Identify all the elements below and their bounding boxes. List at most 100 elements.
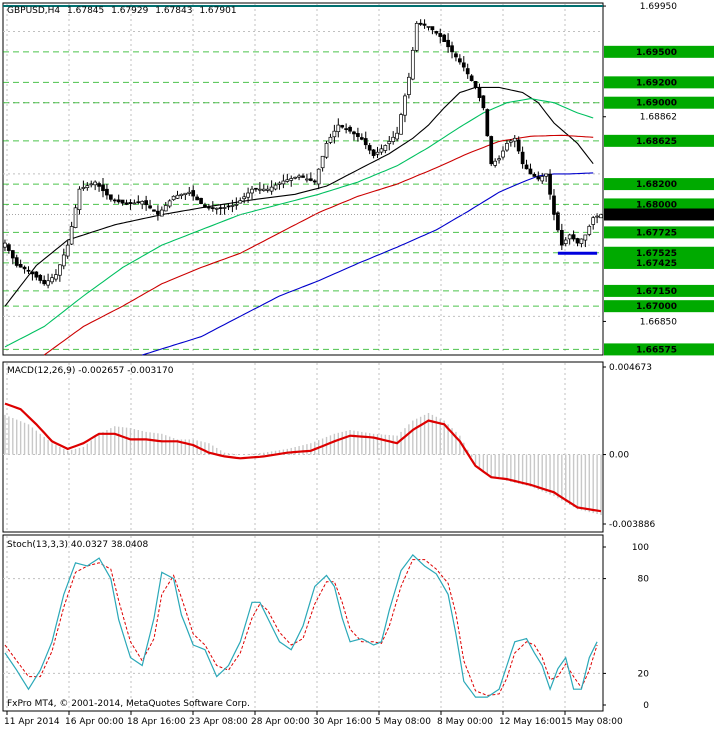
candle-body bbox=[418, 22, 423, 25]
candle-body bbox=[328, 136, 333, 143]
candle-body bbox=[203, 204, 207, 208]
candle-body bbox=[42, 279, 47, 285]
macd-pane: 0.004673 0.00 -0.003886 MACD(12,26,9) -0.0… bbox=[2, 361, 655, 533]
time-label: 30 Apr 16:00 bbox=[313, 717, 372, 727]
candle-body bbox=[324, 143, 329, 158]
candle-body bbox=[563, 239, 568, 244]
candles bbox=[3, 19, 603, 289]
moving-average-line bbox=[4, 86, 594, 307]
candle-body bbox=[61, 254, 66, 267]
macd-pane-frame bbox=[2, 361, 604, 533]
candle-body bbox=[69, 226, 74, 245]
candle-body bbox=[379, 148, 384, 153]
candle-body bbox=[195, 196, 199, 201]
level-price-box bbox=[604, 198, 714, 211]
moving-average-line bbox=[4, 98, 594, 348]
candle-body bbox=[269, 186, 274, 192]
candle-body bbox=[258, 188, 262, 191]
candle-body bbox=[242, 196, 247, 200]
candle-body bbox=[359, 137, 364, 140]
candle-body bbox=[175, 194, 180, 199]
candle-body bbox=[316, 168, 321, 185]
candle-body bbox=[312, 180, 317, 183]
candle-body bbox=[226, 205, 231, 208]
low-value: 1.67843 bbox=[155, 6, 192, 16]
macd-tick-label: 0.004673 bbox=[609, 363, 652, 373]
price-pane-header: GBPUSD,H4 1.67845 1.67929 1.67843 1.6790… bbox=[7, 6, 237, 16]
candle-body bbox=[108, 194, 113, 200]
moving-average-line bbox=[142, 172, 594, 356]
candle-body bbox=[454, 53, 458, 58]
candle-body bbox=[3, 242, 7, 248]
candle-body bbox=[512, 137, 517, 142]
price-pane: 1.69950 1.68862 1.66850 1.69500 1.69200 1.690… bbox=[2, 2, 714, 356]
candle-body bbox=[387, 141, 392, 145]
candle-body bbox=[148, 205, 152, 209]
candle-body bbox=[524, 164, 529, 170]
candle-body bbox=[340, 125, 345, 128]
candle-body bbox=[265, 188, 270, 191]
candle-body bbox=[289, 178, 294, 181]
candle-body bbox=[77, 188, 82, 211]
level-price-box bbox=[604, 178, 714, 191]
candle-body bbox=[89, 183, 94, 186]
candle-body bbox=[297, 175, 301, 178]
level-price-box bbox=[604, 284, 714, 297]
level-price-label: 1.67150 bbox=[636, 287, 677, 297]
candle-body bbox=[367, 145, 372, 151]
candle-body bbox=[544, 173, 548, 177]
candle-body bbox=[191, 190, 196, 197]
candle-body bbox=[450, 45, 454, 53]
level-price-box bbox=[604, 96, 714, 109]
stoch-k-line bbox=[4, 553, 598, 698]
candle-body bbox=[81, 187, 86, 189]
current-price-box bbox=[604, 208, 714, 221]
candle-body bbox=[22, 266, 27, 270]
candle-body bbox=[167, 200, 172, 207]
candle-body bbox=[156, 210, 160, 215]
stoch-tick-label: 0 bbox=[643, 701, 649, 711]
candle-body bbox=[163, 205, 168, 212]
level-price-label: 1.69000 bbox=[636, 99, 677, 109]
candle-body bbox=[356, 133, 360, 137]
candle-body bbox=[159, 209, 164, 217]
high-value: 1.67929 bbox=[111, 6, 148, 16]
candle-body bbox=[446, 39, 450, 48]
candle-body bbox=[14, 257, 19, 266]
moving-averages bbox=[4, 86, 594, 356]
time-axis: 11 Apr 2014 16 Apr 00:00 18 Apr 16:00 23 Ap… bbox=[3, 710, 623, 727]
candle-body bbox=[352, 131, 356, 135]
candle-body bbox=[183, 192, 188, 195]
candle-body bbox=[399, 114, 403, 135]
moving-average-line bbox=[43, 134, 594, 356]
copyright-text: FxPro MT4, © 2001-2014, MetaQuotes Softw… bbox=[7, 699, 250, 709]
candle-body bbox=[218, 207, 223, 209]
candle-body bbox=[50, 277, 54, 283]
macd-signal-path bbox=[4, 402, 602, 513]
time-label: 11 Apr 2014 bbox=[4, 717, 60, 727]
candle-body bbox=[528, 168, 533, 175]
candle-body bbox=[58, 264, 62, 276]
candle-body bbox=[501, 150, 505, 158]
level-price-box bbox=[604, 226, 714, 239]
candle-body bbox=[308, 178, 313, 181]
level-price-label: 1.67525 bbox=[636, 249, 677, 259]
candle-body bbox=[532, 173, 537, 177]
candle-body bbox=[246, 192, 250, 198]
price-axis: 1.69950 1.68862 1.66850 1.69500 1.69200 1.690… bbox=[3, 2, 714, 356]
stoch-lines bbox=[4, 553, 598, 698]
stoch-grid bbox=[3, 536, 603, 710]
candle-body bbox=[599, 214, 603, 219]
candle-body bbox=[210, 207, 215, 209]
candle-body bbox=[587, 225, 592, 235]
candle-body bbox=[559, 229, 564, 246]
candle-body bbox=[481, 95, 486, 109]
macd-tick-label: -0.003886 bbox=[609, 520, 655, 530]
level-price-box bbox=[604, 134, 714, 147]
candle-body bbox=[179, 193, 184, 197]
level-price-box bbox=[604, 256, 714, 269]
candle-body bbox=[426, 26, 431, 28]
candle-body bbox=[556, 212, 560, 231]
price-pane-frame bbox=[2, 2, 604, 356]
